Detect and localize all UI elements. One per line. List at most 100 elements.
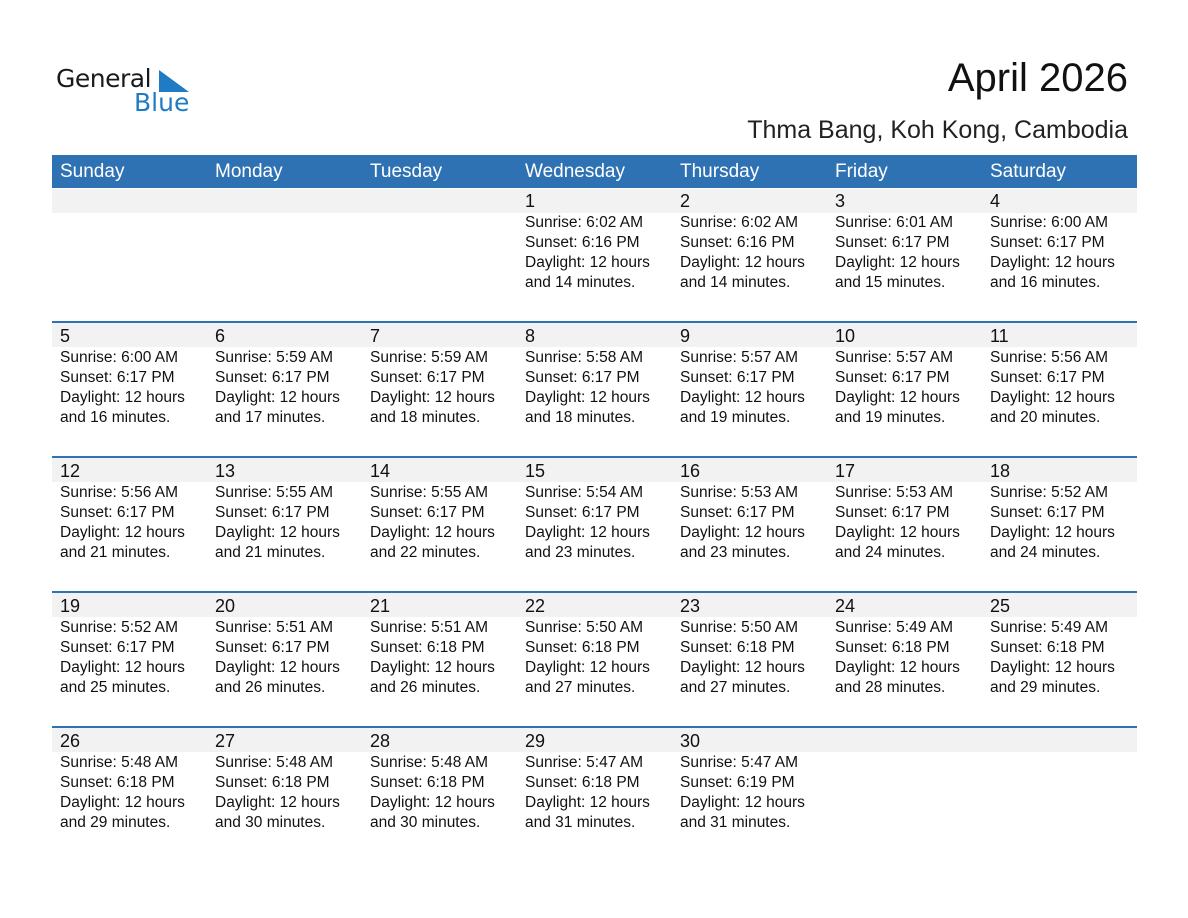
sunrise-text: Sunrise: 5:58 AM: [525, 349, 644, 366]
day-cell: 4 Sunrise: 6:00 AM Sunset: 6:17 PM Daylight…: [982, 188, 1137, 321]
sunset-text: Sunset: 6:17 PM: [525, 369, 640, 386]
daylight-minutes-text: and 20 minutes.: [990, 409, 1101, 426]
sunset-text: Sunset: 6:17 PM: [370, 504, 485, 521]
sunset-text: Sunset: 6:17 PM: [680, 504, 795, 521]
sunrise-text: Sunrise: 5:57 AM: [835, 349, 954, 366]
sunrise-text: Sunrise: 5:49 AM: [990, 619, 1109, 636]
day-number: 30: [680, 731, 701, 751]
daylight-minutes-text: and 31 minutes.: [525, 814, 636, 831]
daylight-minutes-text: and 27 minutes.: [525, 679, 636, 696]
daylight-minutes-text: and 15 minutes.: [835, 274, 946, 291]
daylight-text: Daylight: 12 hours: [60, 524, 185, 541]
sunset-text: Sunset: 6:17 PM: [525, 504, 640, 521]
daylight-text: Daylight: 12 hours: [835, 389, 960, 406]
daylight-text: Daylight: 12 hours: [525, 659, 650, 676]
daylight-text: Daylight: 12 hours: [60, 659, 185, 676]
sunset-text: Sunset: 6:17 PM: [215, 639, 330, 656]
sunset-text: Sunset: 6:17 PM: [835, 504, 950, 521]
day-number: 27: [215, 731, 236, 751]
day-cell: 10 Sunrise: 5:57 AM Sunset: 6:17 PM Dayligh…: [827, 323, 982, 456]
daylight-minutes-text: and 26 minutes.: [370, 679, 481, 696]
day-cell: 25 Sunrise: 5:49 AM Sunset: 6:18 PM Dayligh…: [982, 593, 1137, 726]
sunrise-text: Sunrise: 5:53 AM: [680, 484, 799, 501]
sunrise-text: Sunrise: 5:59 AM: [370, 349, 489, 366]
day-cell: 16 Sunrise: 5:53 AM Sunset: 6:17 PM Dayligh…: [672, 458, 827, 591]
sunset-text: Sunset: 6:18 PM: [215, 774, 330, 791]
sunrise-text: Sunrise: 5:48 AM: [60, 754, 179, 771]
weekday-header: Sunday Monday Tuesday Wednesday Thursday Frid…: [52, 155, 1137, 188]
day-number: 4: [990, 191, 1001, 211]
daylight-text: Daylight: 12 hours: [680, 254, 805, 271]
sunset-text: Sunset: 6:17 PM: [215, 504, 330, 521]
sunrise-text: Sunrise: 5:51 AM: [370, 619, 489, 636]
daylight-text: Daylight: 12 hours: [370, 794, 495, 811]
sunrise-text: Sunrise: 6:01 AM: [835, 214, 954, 231]
day-number: 3: [835, 191, 846, 211]
day-number: 9: [680, 326, 691, 346]
sunset-text: Sunset: 6:16 PM: [525, 234, 640, 251]
sunrise-text: Sunrise: 6:00 AM: [60, 349, 179, 366]
daylight-minutes-text: and 24 minutes.: [835, 544, 946, 561]
sunrise-text: Sunrise: 5:56 AM: [990, 349, 1109, 366]
sunrise-text: Sunrise: 5:48 AM: [215, 754, 334, 771]
day-cell: 27 Sunrise: 5:48 AM Sunset: 6:18 PM Dayligh…: [207, 728, 362, 861]
daylight-text: Daylight: 12 hours: [835, 659, 960, 676]
day-cell: 6 Sunrise: 5:59 AM Sunset: 6:17 PM Daylight…: [207, 323, 362, 456]
day-number: 14: [370, 461, 391, 481]
sunrise-text: Sunrise: 5:56 AM: [60, 484, 179, 501]
daylight-minutes-text: and 29 minutes.: [990, 679, 1101, 696]
location-subtitle: Thma Bang, Koh Kong, Cambodia: [747, 116, 1128, 144]
day-number: 5: [60, 326, 71, 346]
sunset-text: Sunset: 6:17 PM: [835, 234, 950, 251]
daylight-text: Daylight: 12 hours: [990, 254, 1115, 271]
day-number: 25: [990, 596, 1011, 616]
sunset-text: Sunset: 6:17 PM: [990, 504, 1105, 521]
sunrise-text: Sunrise: 5:52 AM: [60, 619, 179, 636]
daylight-minutes-text: and 30 minutes.: [215, 814, 326, 831]
day-cell: 24 Sunrise: 5:49 AM Sunset: 6:18 PM Dayligh…: [827, 593, 982, 726]
empty-cell: [827, 728, 982, 861]
weekday-tuesday: Tuesday: [370, 161, 443, 182]
daylight-minutes-text: and 28 minutes.: [835, 679, 946, 696]
sunset-text: Sunset: 6:18 PM: [525, 639, 640, 656]
week-row: 26 Sunrise: 5:48 AM Sunset: 6:18 PM Dayligh…: [52, 726, 1137, 861]
daylight-text: Daylight: 12 hours: [990, 659, 1115, 676]
sunset-text: Sunset: 6:16 PM: [680, 234, 795, 251]
day-cell: 11 Sunrise: 5:56 AM Sunset: 6:17 PM Dayligh…: [982, 323, 1137, 456]
sunrise-text: Sunrise: 5:55 AM: [215, 484, 334, 501]
sunrise-text: Sunrise: 5:50 AM: [525, 619, 644, 636]
daylight-text: Daylight: 12 hours: [990, 524, 1115, 541]
day-cell: 12 Sunrise: 5:56 AM Sunset: 6:17 PM Dayligh…: [52, 458, 207, 591]
sunset-text: Sunset: 6:17 PM: [215, 369, 330, 386]
weekday-thursday: Thursday: [680, 161, 760, 182]
day-number: 11: [990, 326, 1009, 346]
day-cell: 21 Sunrise: 5:51 AM Sunset: 6:18 PM Dayligh…: [362, 593, 517, 726]
sunrise-text: Sunrise: 5:54 AM: [525, 484, 644, 501]
daylight-text: Daylight: 12 hours: [60, 389, 185, 406]
day-number: 23: [680, 596, 701, 616]
weekday-friday: Friday: [835, 161, 888, 182]
sunset-text: Sunset: 6:18 PM: [835, 639, 950, 656]
day-cell: 15 Sunrise: 5:54 AM Sunset: 6:17 PM Dayligh…: [517, 458, 672, 591]
day-number: 12: [60, 461, 81, 481]
day-number: 29: [525, 731, 546, 751]
day-cell: 7 Sunrise: 5:59 AM Sunset: 6:17 PM Daylight…: [362, 323, 517, 456]
day-number: 28: [370, 731, 391, 751]
sunset-text: Sunset: 6:18 PM: [370, 774, 485, 791]
daylight-minutes-text: and 17 minutes.: [215, 409, 326, 426]
day-cell: 17 Sunrise: 5:53 AM Sunset: 6:17 PM Dayligh…: [827, 458, 982, 591]
day-number: 13: [215, 461, 236, 481]
day-cell: 20 Sunrise: 5:51 AM Sunset: 6:17 PM Dayligh…: [207, 593, 362, 726]
daylight-text: Daylight: 12 hours: [835, 524, 960, 541]
day-cell: 23 Sunrise: 5:50 AM Sunset: 6:18 PM Dayligh…: [672, 593, 827, 726]
daylight-text: Daylight: 12 hours: [370, 659, 495, 676]
daylight-minutes-text: and 21 minutes.: [60, 544, 171, 561]
sunset-text: Sunset: 6:17 PM: [990, 234, 1105, 251]
daylight-minutes-text: and 23 minutes.: [525, 544, 636, 561]
sunset-text: Sunset: 6:18 PM: [680, 639, 795, 656]
week-row: 1 Sunrise: 6:02 AM Sunset: 6:16 PM Daylight…: [52, 188, 1137, 321]
logo-word-general: General: [56, 64, 152, 93]
sunrise-text: Sunrise: 5:51 AM: [215, 619, 334, 636]
sunset-text: Sunset: 6:17 PM: [60, 504, 175, 521]
sunrise-text: Sunrise: 5:49 AM: [835, 619, 954, 636]
